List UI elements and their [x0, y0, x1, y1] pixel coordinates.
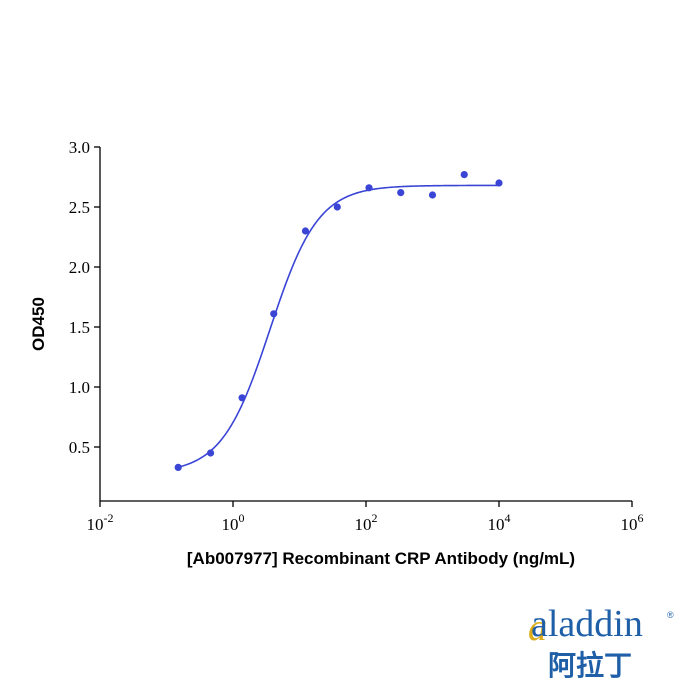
x-tick-label: 10-2 [87, 511, 114, 534]
logo-registered-mark: ® [667, 610, 674, 620]
y-ticks: 0.5 1.0 1.5 2.0 2.5 3.0 [69, 138, 100, 457]
data-point [460, 171, 468, 179]
aladdin-logo: a aladdin ® 阿拉丁 [528, 603, 674, 682]
data-point [365, 184, 373, 192]
logo-accent-a: a [528, 607, 547, 649]
x-tick-label: 100 [222, 511, 245, 534]
data-point [397, 189, 405, 197]
axes [99, 147, 632, 502]
data-point [495, 179, 503, 187]
x-tick-label: 102 [355, 511, 378, 534]
y-tick-label: 1.5 [69, 318, 90, 337]
data-point [270, 310, 278, 318]
data-points [174, 171, 503, 471]
y-tick-label: 1.0 [69, 378, 90, 397]
data-point [428, 191, 437, 199]
x-axis-title: [Ab007977] Recombinant CRP Antibody (ng/… [187, 549, 575, 568]
data-point [333, 203, 341, 211]
y-tick-label: 2.5 [69, 198, 90, 217]
y-axis-title: OD450 [29, 297, 48, 351]
x-tick-label: 106 [621, 511, 644, 534]
y-tick-label: 0.5 [69, 438, 90, 457]
data-point [174, 463, 182, 471]
y-tick-label: 2.0 [69, 258, 90, 277]
fit-curve [178, 184, 499, 468]
x-ticks: 10-2 100 102 104 106 [87, 501, 644, 534]
y-tick-label: 3.0 [69, 138, 90, 157]
data-point [238, 394, 246, 402]
logo-latin: aladdin [531, 603, 643, 645]
data-point [206, 449, 215, 457]
logo-cjk: 阿拉丁 [548, 649, 632, 682]
data-point [301, 227, 310, 235]
x-tick-label: 104 [488, 511, 511, 534]
